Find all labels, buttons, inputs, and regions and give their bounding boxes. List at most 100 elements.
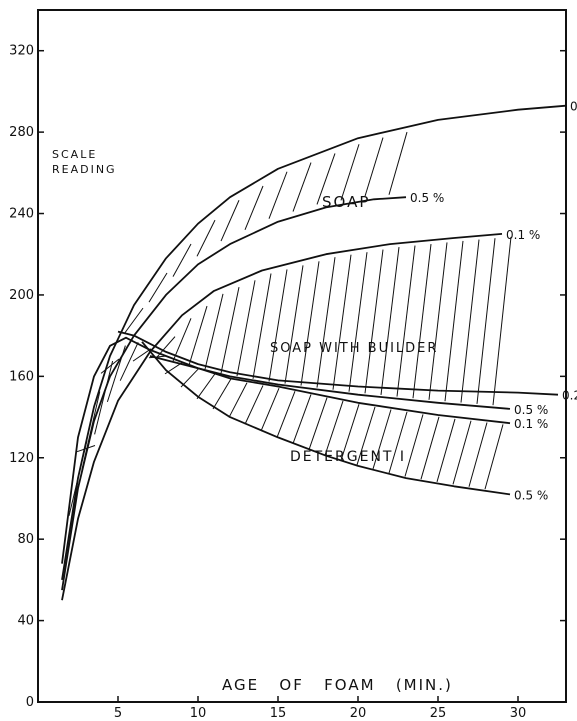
- y-tick-label: 280: [9, 125, 34, 140]
- hatch-line: [292, 394, 312, 444]
- hatch-line: [268, 171, 288, 219]
- y-axis: 0 40 80 120 160 200 240 280 320: [9, 44, 566, 710]
- hatch-line: [268, 269, 288, 382]
- region-label-detergent: DETERGENT I: [290, 449, 406, 465]
- y-tick-label: 40: [17, 614, 34, 629]
- hatch-line: [284, 265, 304, 384]
- hatch-line: [444, 240, 464, 402]
- hatch-line: [364, 249, 384, 394]
- series-line: [117, 330, 559, 396]
- hatch-line: [212, 378, 232, 410]
- hatch-line: [356, 406, 376, 466]
- hatch-line: [364, 137, 384, 197]
- hatch-line: [100, 358, 120, 374]
- hatch-line: [380, 246, 400, 395]
- region-label-soap-with-builder: SOAP WITH BUILDER: [270, 341, 438, 356]
- x-tick-label: 10: [190, 706, 207, 721]
- hatch-line: [132, 348, 152, 362]
- series-line: [141, 341, 511, 496]
- hatch-line: [324, 400, 344, 456]
- series-line: [149, 355, 511, 410]
- hatch-line: [404, 414, 424, 477]
- series-label: 0.5 %: [410, 191, 444, 205]
- series-line: [61, 196, 407, 591]
- hatch-line: [204, 293, 224, 370]
- curves: [61, 104, 567, 601]
- hatch-line: [236, 280, 256, 377]
- series-label: 0.05 %: [570, 100, 577, 114]
- series-label: 0.1 %: [514, 417, 548, 431]
- plot-frame: [37, 9, 567, 703]
- x-tick-label: 25: [430, 706, 447, 721]
- y-tick-label: 0: [26, 695, 34, 710]
- y-axis-label-line2: READING: [52, 163, 117, 176]
- hatch-line: [148, 355, 168, 359]
- hatch-line: [244, 385, 264, 425]
- hatch-line: [228, 382, 248, 418]
- x-axis: 5 10 15 20 25 30: [114, 696, 526, 721]
- hatch-line: [412, 243, 432, 399]
- hatch-line: [460, 239, 480, 403]
- x-tick-label: 30: [510, 706, 527, 721]
- hatch-line: [94, 360, 114, 435]
- series-labels: 0.05 %0.5 %0.1 %0.2 %0.5 %0.1 %0.5 %: [410, 100, 577, 503]
- hatch-line: [492, 236, 512, 406]
- hatch-line: [148, 272, 168, 303]
- hatch-line: [388, 131, 408, 195]
- hatch-line: [332, 254, 352, 390]
- hatch-line: [340, 404, 360, 461]
- hatch-line: [316, 257, 336, 388]
- y-tick-label: 160: [9, 369, 34, 384]
- region-label-soap: SOAP: [322, 193, 370, 211]
- hatch-line: [372, 409, 392, 470]
- series-label: 0.5 %: [514, 488, 548, 502]
- hatch-line: [484, 424, 504, 490]
- hatch-line: [452, 420, 472, 485]
- y-tick-label: 240: [9, 207, 34, 222]
- hatch-line: [220, 200, 240, 242]
- hatch-line: [340, 144, 360, 201]
- hatch-line: [468, 422, 488, 487]
- hatch-line: [388, 411, 408, 474]
- hatch-line: [244, 185, 264, 231]
- hatch-line: [436, 418, 456, 483]
- hatch-line: [180, 367, 200, 388]
- series-label: 0.5 %: [514, 403, 548, 417]
- hatch-line: [172, 318, 192, 362]
- x-tick-label: 5: [114, 706, 122, 721]
- hatch-line: [428, 242, 448, 400]
- hatch-line: [308, 397, 328, 450]
- x-axis-label: AGE OF FOAM (MIN.): [222, 676, 453, 694]
- series-line: [61, 233, 503, 601]
- y-axis-label-line1: SCALE: [52, 148, 97, 161]
- y-tick-label: 320: [9, 44, 34, 59]
- hatch-line: [260, 387, 280, 432]
- hatch-line: [476, 238, 496, 404]
- hatch-line: [196, 219, 216, 257]
- hatch-line: [276, 390, 296, 438]
- hatch-line: [252, 273, 272, 379]
- series-label: 0.1 %: [506, 228, 540, 242]
- hatch-line: [172, 243, 192, 277]
- hatch-line: [196, 373, 216, 400]
- hatch-line: [119, 342, 139, 381]
- hatch-line: [396, 245, 416, 397]
- hatch-line: [348, 252, 368, 392]
- hatch-line: [420, 416, 440, 480]
- series-line: [61, 336, 511, 564]
- series-label: 0.2 %: [562, 389, 577, 403]
- x-tick-label: 20: [350, 706, 367, 721]
- hatch-line: [300, 261, 320, 386]
- hatch-line: [188, 305, 208, 366]
- hatch-line: [76, 445, 96, 453]
- series-line: [61, 104, 567, 581]
- y-tick-label: 80: [17, 532, 34, 547]
- hatch-line: [124, 307, 144, 333]
- hatch-line: [292, 162, 312, 212]
- x-tick-label: 15: [270, 706, 287, 721]
- hatch-line: [220, 286, 240, 374]
- y-tick-label: 200: [9, 288, 34, 303]
- y-tick-label: 120: [9, 451, 34, 466]
- hatch-line: [316, 153, 336, 205]
